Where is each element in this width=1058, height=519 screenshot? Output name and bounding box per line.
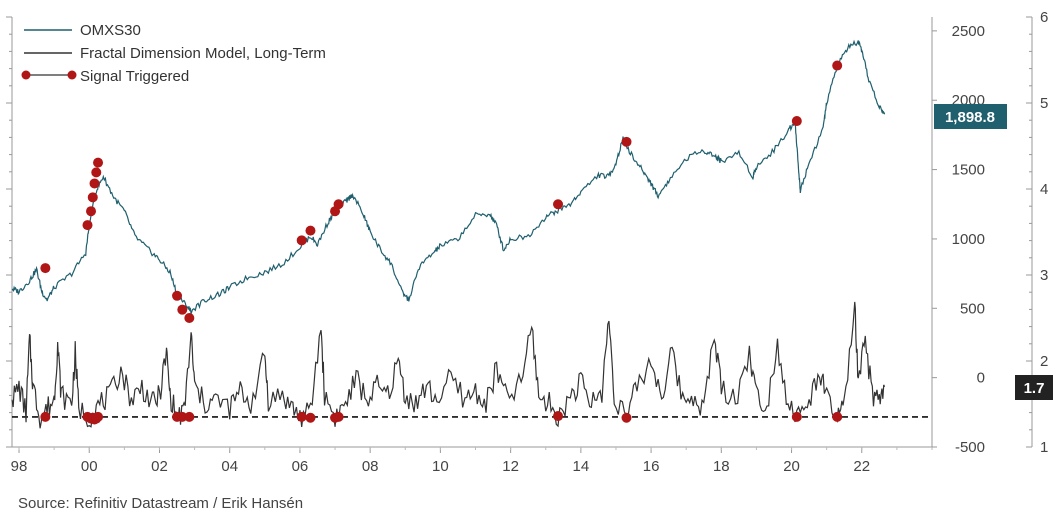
- signal-markers-on-model: [40, 411, 843, 425]
- right-inner-tick-label: 2500: [952, 23, 985, 40]
- x-tick-label: 10: [432, 458, 449, 475]
- legend-swatch-signal-dot-right: [67, 70, 77, 80]
- left-axis-ticks: [6, 16, 12, 448]
- right-inner-tick-label: -500: [955, 439, 985, 456]
- signal-marker-index: [93, 157, 104, 168]
- x-tick-label: 22: [853, 458, 870, 475]
- signal-marker-index: [305, 225, 316, 236]
- signal-markers-on-index: [40, 60, 843, 323]
- signal-marker-model: [791, 411, 802, 422]
- legend-label-model: Fractal Dimension Model, Long-Term: [80, 45, 326, 62]
- legend-label-omxs30: OMXS30: [80, 22, 141, 39]
- signal-marker-model: [177, 411, 188, 422]
- right-inner-tick-label: 500: [960, 300, 985, 317]
- signal-marker-model: [184, 411, 195, 422]
- signal-marker-index: [832, 60, 843, 71]
- right-inner-tick-label: 0: [977, 370, 985, 387]
- signal-marker-index: [553, 199, 564, 210]
- signal-marker-model: [553, 411, 564, 422]
- legend-swatch-signal-dot-left: [21, 70, 31, 80]
- right-outer-tick-label: 6: [1040, 9, 1048, 26]
- source-note: Source: Refinitiv Datastream / Erik Hans…: [18, 495, 304, 512]
- x-tick-label: 18: [713, 458, 730, 475]
- signal-marker-index: [40, 263, 51, 274]
- signal-marker-index: [184, 313, 195, 323]
- right-outer-tick-label: 4: [1040, 181, 1048, 198]
- right-inner-tick-label: 1500: [952, 162, 985, 179]
- x-tick-label: 16: [643, 458, 660, 475]
- x-tick-label: 20: [783, 458, 800, 475]
- omxs30-line: [11, 39, 886, 314]
- signal-marker-model: [93, 411, 104, 422]
- signal-marker-index: [86, 206, 97, 217]
- signal-marker-index: [91, 167, 102, 178]
- signal-marker-index: [89, 178, 100, 189]
- signal-marker-index: [296, 235, 307, 246]
- right-outer-tick-label: 5: [1040, 95, 1048, 112]
- right-outer-tick-label: 1: [1040, 439, 1048, 456]
- index-last-value-badge: 1,898.8: [934, 104, 1007, 129]
- x-tick-label: 04: [221, 458, 238, 475]
- legend: OMXS30 Fractal Dimension Model, Long-Ter…: [21, 22, 326, 85]
- model-last-value-text: 1.7: [1024, 380, 1045, 397]
- signal-marker-model: [621, 412, 632, 423]
- model-last-value-badge: 1.7: [1015, 375, 1053, 400]
- signal-marker-model: [305, 412, 316, 423]
- x-tick-label: 98: [11, 458, 28, 475]
- x-tick-label: 02: [151, 458, 168, 475]
- signal-marker-index: [87, 192, 98, 203]
- signal-marker-index: [333, 199, 344, 210]
- x-tick-label: 12: [502, 458, 519, 475]
- right-outer-tick-label: 2: [1040, 353, 1048, 370]
- fractal-dimension-model-line: [11, 301, 886, 429]
- x-tick-label: 14: [573, 458, 590, 475]
- signal-marker-model: [40, 411, 51, 422]
- signal-marker-model: [296, 411, 307, 422]
- signal-marker-index: [82, 220, 93, 231]
- signal-marker-index: [172, 290, 183, 301]
- index-last-value-text: 1,898.8: [945, 109, 995, 126]
- x-tick-label: 08: [362, 458, 379, 475]
- x-axis-ticks: 98 00 02 04 06 08 10 12 14 16 18 20 22: [11, 447, 933, 475]
- signal-marker-index: [621, 136, 632, 147]
- signal-marker-index: [791, 116, 802, 127]
- right-inner-tick-label: 1000: [952, 231, 985, 248]
- signal-marker-model: [333, 411, 344, 422]
- right-outer-tick-label: 3: [1040, 267, 1048, 284]
- legend-label-signal: Signal Triggered: [80, 68, 189, 85]
- x-tick-label: 00: [81, 458, 98, 475]
- signal-marker-model: [832, 411, 843, 422]
- signal-marker-index: [177, 304, 188, 315]
- x-tick-label: 06: [292, 458, 309, 475]
